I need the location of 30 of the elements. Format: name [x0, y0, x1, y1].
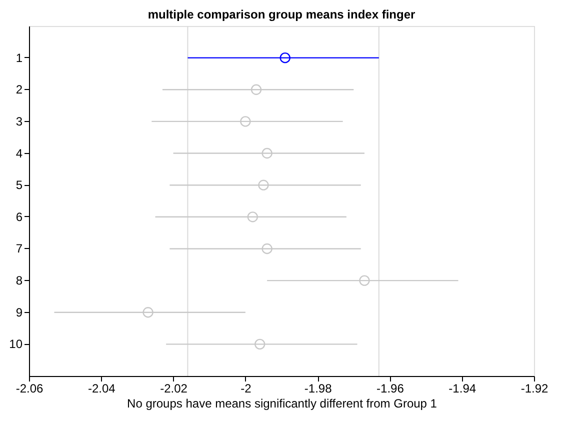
point — [280, 52, 290, 64]
y-tick-label: 7 — [16, 242, 23, 256]
x-tick-label: -1.94 — [448, 382, 476, 396]
chart-title: multiple comparison group means index finger — [148, 8, 416, 22]
x-tick-label: -1.98 — [304, 382, 332, 396]
y-tick-label: 6 — [16, 210, 23, 224]
y-tick-label: 1 — [16, 50, 23, 65]
y-tick-label: 2 — [16, 82, 23, 97]
x-tick-label: -1.92 — [520, 382, 548, 396]
x-tick-label: -2.06 — [16, 382, 44, 396]
point — [250, 84, 262, 95]
y-tick-label: 5 — [16, 178, 23, 192]
point — [262, 148, 272, 159]
y-tick-label: 10 — [9, 337, 23, 352]
point — [142, 307, 154, 318]
y-tick-label: 4 — [16, 146, 23, 160]
x-tick-label: -2.02 — [160, 382, 188, 396]
y-tick-label: 8 — [16, 274, 23, 288]
point — [258, 180, 269, 190]
point — [240, 116, 251, 127]
x-tick-label: -1.96 — [376, 382, 404, 396]
y-tick-label: 3 — [16, 114, 23, 128]
point — [359, 275, 370, 286]
x-tick-label: -2 — [240, 382, 252, 396]
point — [262, 243, 272, 254]
point — [254, 338, 266, 350]
x-axis-title: No groups have means significantly different from Group 1 — [127, 396, 438, 410]
y-tick-label: 9 — [16, 305, 23, 320]
x-tick-label: -2.04 — [88, 382, 116, 396]
point — [247, 212, 258, 222]
